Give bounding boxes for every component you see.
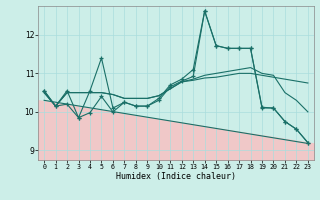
X-axis label: Humidex (Indice chaleur): Humidex (Indice chaleur) (116, 172, 236, 181)
